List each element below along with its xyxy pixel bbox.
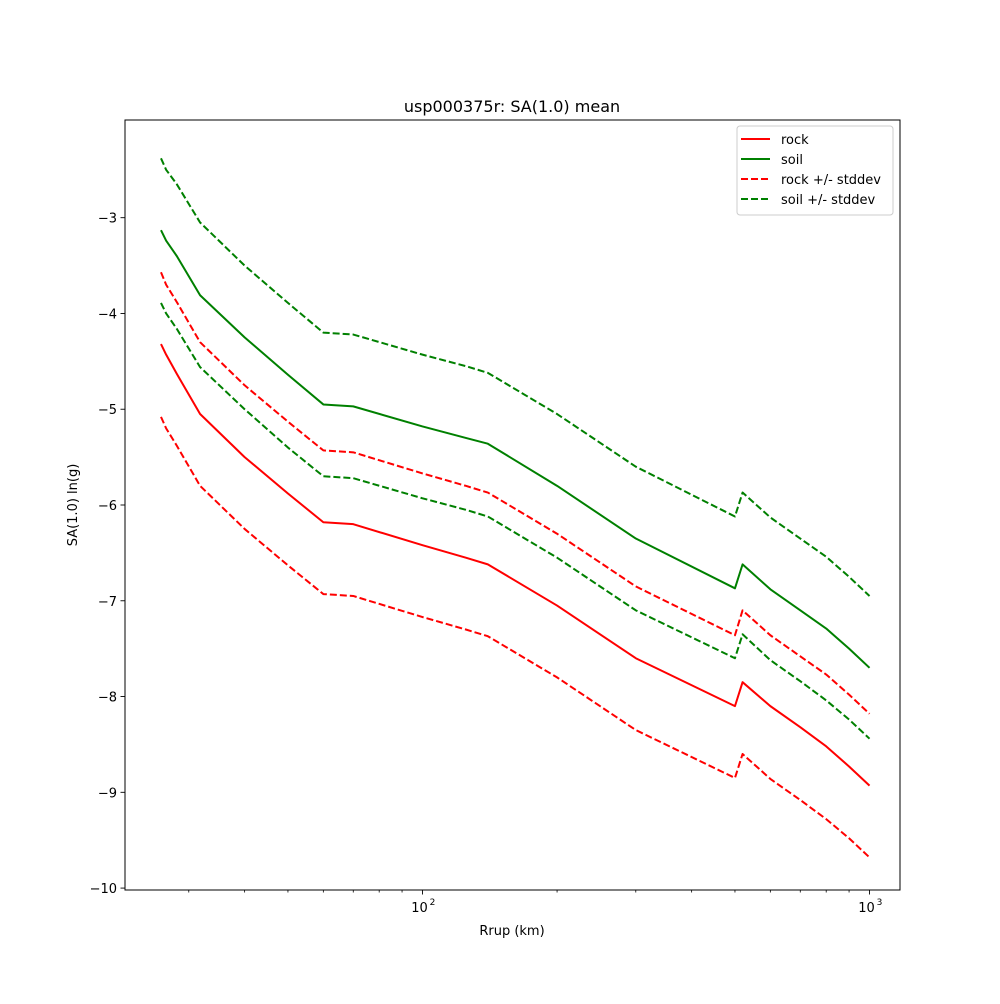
y-axis-label: SA(1.0) ln(g) (66, 464, 81, 547)
chart-title: usp000375r: SA(1.0) mean (404, 97, 620, 116)
x-tick-label: 10 (858, 901, 875, 916)
x-tick-label: 10 (411, 901, 428, 916)
x-tick-label-exponent: 3 (877, 898, 883, 908)
legend-label: soil +/- stddev (781, 193, 876, 208)
legend-label: rock (781, 133, 809, 148)
x-axis: 10 2 10 3 (188, 890, 883, 916)
y-tick-label: −4 (98, 307, 117, 322)
y-tick-label: −3 (98, 212, 117, 227)
series-layer (160, 157, 871, 859)
y-axis: −10 −9 −8 −7 −6 −5 −4 −3 (90, 212, 125, 897)
y-tick-label: −10 (90, 882, 117, 897)
series-line-0 (160, 343, 871, 787)
y-tick-label: −7 (98, 595, 117, 610)
x-tick-label-exponent: 2 (430, 898, 436, 908)
legend: rock soil rock +/- stddev soil +/- stddev (736, 125, 894, 216)
y-tick-label: −8 (98, 691, 117, 706)
series-line-5 (160, 302, 871, 740)
legend-entries: rock soil rock +/- stddev soil +/- stddev (741, 133, 881, 208)
y-tick-label: −9 (98, 786, 117, 801)
series-line-3 (160, 416, 871, 859)
legend-label: soil (781, 153, 803, 168)
series-line-4 (160, 157, 871, 597)
legend-label: rock +/- stddev (781, 173, 881, 188)
series-line-1 (160, 229, 871, 669)
series-line-2 (160, 271, 871, 715)
y-tick-label: −5 (98, 403, 117, 418)
legend-box (736, 125, 894, 216)
x-axis-label: Rrup (km) (479, 924, 544, 939)
y-tick-label: −6 (98, 499, 117, 514)
